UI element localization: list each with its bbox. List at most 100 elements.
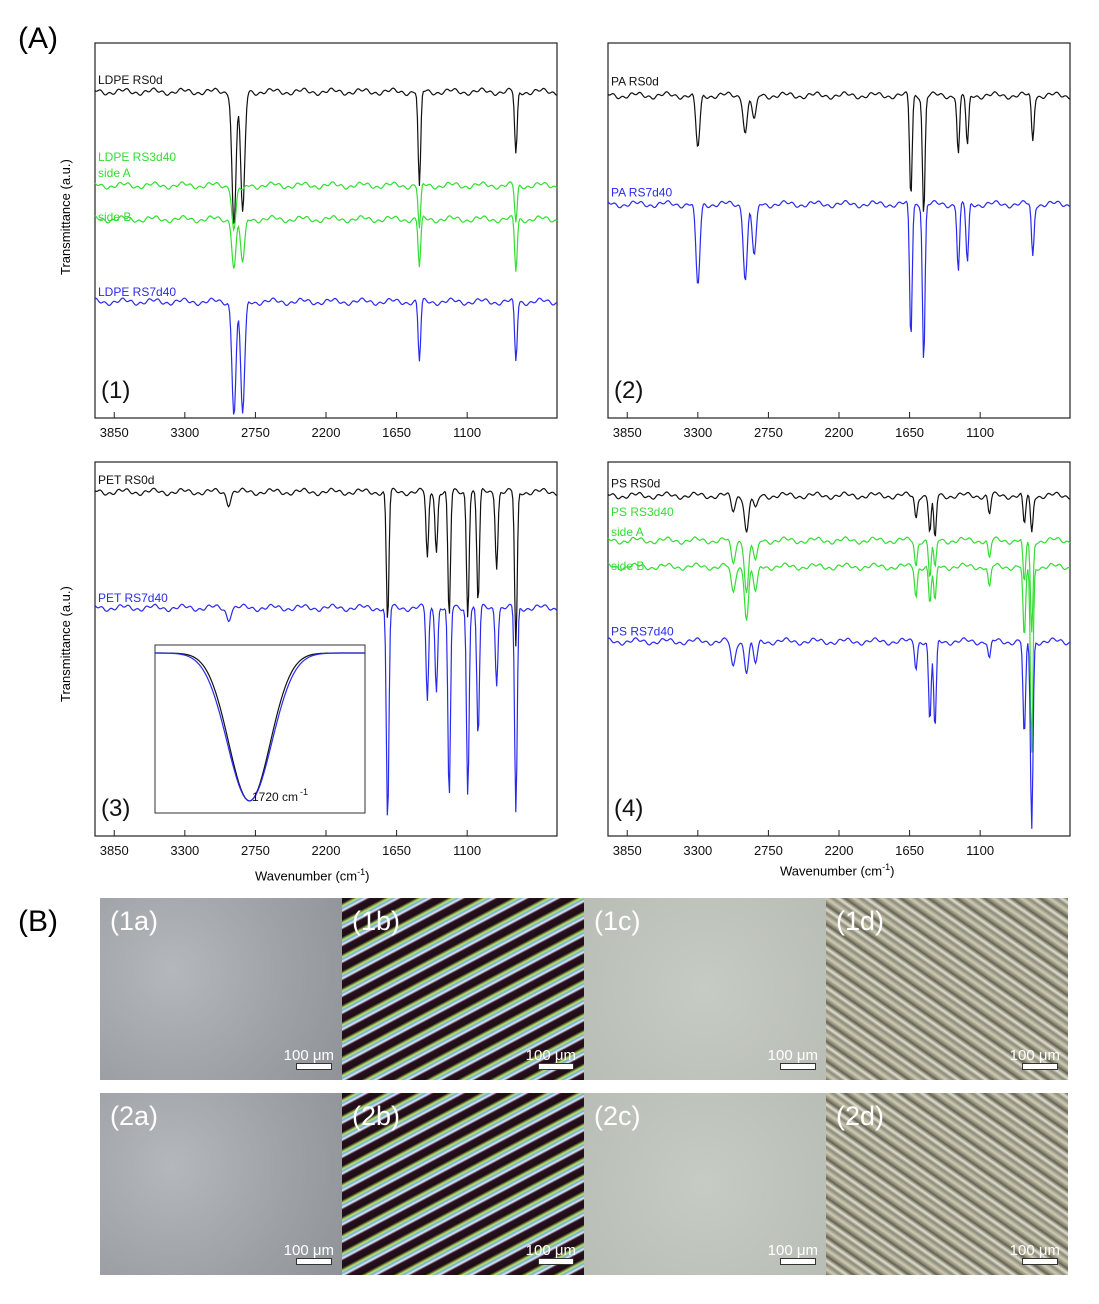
inset-label-sup: -1: [300, 787, 308, 797]
micrograph-2b: (2b) 100 μm: [342, 1093, 584, 1275]
inset-line: [155, 652, 365, 802]
panel-label: (1): [101, 377, 130, 404]
spectrum-line: [94, 603, 558, 816]
micrograph-1c: (1c) 100 μm: [584, 898, 826, 1080]
x-tick-label: 1100: [966, 425, 994, 440]
x-tick-label: 2200: [312, 425, 341, 440]
x-tick-label: 2200: [825, 425, 854, 440]
spectrum-line: [607, 91, 1071, 212]
spectrum-line: [607, 536, 1071, 633]
scale-bar-label: 100 μm: [1009, 1047, 1060, 1064]
panel-label: (3): [101, 795, 130, 822]
scale-bar-label: 100 μm: [767, 1047, 818, 1064]
spectrum-line: [94, 297, 558, 415]
x-tick-label: 1650: [895, 425, 924, 440]
scale-bar-label: 100 μm: [525, 1242, 576, 1259]
micrograph-label: (2d): [836, 1101, 885, 1131]
micrograph-2c: (2c) 100 μm: [584, 1093, 826, 1275]
series-label: PA RS7d40: [611, 185, 672, 199]
x-tick-label: 2750: [754, 425, 783, 440]
micrograph-label: (1c): [594, 906, 641, 936]
series-label: PA RS0d: [611, 75, 659, 89]
section-label-b: (B): [18, 905, 58, 938]
scale-bar-label: 100 μm: [1009, 1242, 1060, 1259]
series-label: side B: [98, 210, 131, 224]
micrograph-1d: (1d) 100 μm: [826, 898, 1068, 1080]
x-tick-label: 1650: [382, 425, 411, 440]
series-label: LDPE RS7d40: [98, 285, 176, 299]
scale-bar: [296, 1258, 332, 1265]
x-tick-label: 3300: [683, 843, 712, 858]
x-tick-label: 3300: [683, 425, 712, 440]
series-label: side A: [98, 166, 131, 180]
x-tick-label: 3850: [613, 843, 642, 858]
x-tick-label: 1100: [453, 425, 481, 440]
micrograph-label: (2c): [594, 1101, 641, 1131]
spectrum-line: [94, 214, 558, 272]
x-tick-label: 2750: [241, 425, 270, 440]
micrograph-label: (1d): [836, 906, 885, 936]
inset-label: 1720 cm: [252, 790, 298, 804]
x-title-end: ): [365, 868, 370, 884]
x-tick-label: 1650: [382, 843, 411, 858]
x-tick-label: 3850: [613, 425, 642, 440]
scale-bar-label: 100 μm: [283, 1242, 334, 1259]
scale-bar: [780, 1063, 816, 1070]
spectrum-line: [94, 87, 558, 224]
spectrum-line: [607, 491, 1071, 537]
x-axis-title-right: Wavenumber (cm-1): [780, 862, 894, 878]
spectrum-line: [94, 487, 558, 647]
spectrum-line: [607, 562, 1071, 753]
x-title-end: ): [890, 863, 895, 879]
scale-bar: [296, 1063, 332, 1070]
series-label: PS RS3d40: [611, 505, 674, 519]
scale-bar: [538, 1063, 574, 1070]
x-title-sup: -1: [357, 867, 366, 877]
inset-frame: [154, 644, 366, 814]
x-tick-label: 1100: [966, 843, 994, 858]
micrograph-label: (2a): [110, 1101, 159, 1131]
micrograph-2a: (2a) 100 μm: [100, 1093, 342, 1275]
micrograph-label: (1b): [352, 906, 401, 936]
micrograph-1a: (1a) 100 μm: [100, 898, 342, 1080]
series-label: side B: [611, 559, 644, 573]
x-tick-label: 3850: [100, 425, 129, 440]
scale-bar: [538, 1258, 574, 1265]
series-label: side A: [611, 525, 644, 539]
panel-label: (4): [614, 795, 643, 822]
x-tick-label: 1100: [453, 843, 481, 858]
scale-bar: [1022, 1258, 1058, 1265]
plot-frame: [607, 461, 1071, 837]
x-title-text: Wavenumber (cm: [780, 863, 883, 879]
series-label: PET RS7d40: [98, 591, 168, 605]
spectrum-line: [607, 199, 1071, 358]
x-tick-label: 3300: [170, 843, 199, 858]
micrograph-label: (2b): [352, 1101, 401, 1131]
series-label: PET RS0d: [98, 473, 154, 487]
scale-bar-label: 100 μm: [525, 1047, 576, 1064]
ftir-spectra-figure: 3850 3300 2750 2200 1650 1100 LDPE RS0d LDPE RS…: [94, 42, 1071, 858]
series-label: LDPE RS0d: [98, 73, 163, 87]
x-tick-label: 3850: [100, 843, 129, 858]
series-label: PS RS0d: [611, 477, 660, 491]
spectrum-line: [94, 181, 558, 232]
x-title-sup: -1: [882, 862, 891, 872]
panel-label: (2): [614, 377, 643, 404]
plot-frame: [607, 42, 1071, 419]
x-tick-label: 2200: [312, 843, 341, 858]
series-label: PS RS7d40: [611, 625, 674, 639]
scale-bar: [1022, 1063, 1058, 1070]
x-tick-label: 2200: [825, 843, 854, 858]
x-axis-title-left: Wavenumber (cm-1): [255, 867, 369, 883]
plot-frame: [94, 42, 558, 419]
scale-bar-label: 100 μm: [767, 1242, 818, 1259]
scale-bar: [780, 1258, 816, 1265]
spectrum-line: [607, 637, 1071, 829]
scale-bar-label: 100 μm: [283, 1047, 334, 1064]
series-label: LDPE RS3d40: [98, 150, 176, 164]
x-title-text: Wavenumber (cm: [255, 868, 358, 884]
micrograph-label: (1a): [110, 906, 159, 936]
x-tick-label: 1650: [895, 843, 924, 858]
section-label-a: (A): [18, 22, 58, 55]
micrograph-1b: (1b) 100 μm: [342, 898, 584, 1080]
